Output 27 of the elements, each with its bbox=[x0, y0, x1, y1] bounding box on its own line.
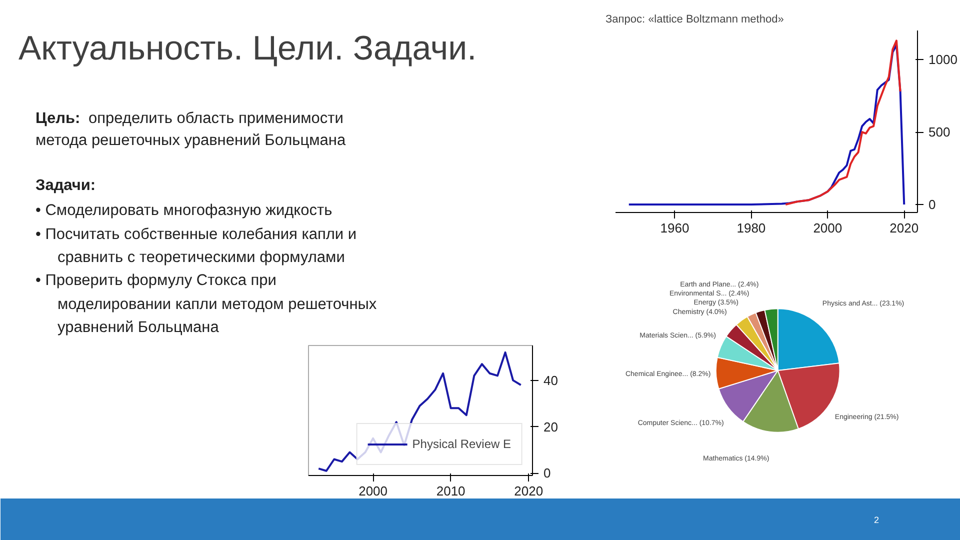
y-tick-label: 1000 bbox=[928, 52, 958, 68]
x-tick-label: 2000 bbox=[813, 220, 842, 236]
text: определить область применимости bbox=[88, 110, 344, 127]
y-tick-label: 0 bbox=[544, 466, 551, 481]
text: сравнить с теоретическими формулами bbox=[58, 249, 345, 266]
y-tick-label: 0 bbox=[928, 197, 936, 212]
text: • Смоделировать многофазную жидкость bbox=[36, 202, 332, 219]
text: • Проверить формулу Стокса при bbox=[36, 272, 276, 289]
text: Цель: bbox=[36, 110, 80, 127]
y-tick-label: 40 bbox=[544, 372, 558, 388]
y-tick-label: 500 bbox=[928, 124, 950, 140]
text: • Посчитать собственные колебания капли и bbox=[36, 226, 357, 243]
text: уравнений Больцмана bbox=[58, 319, 220, 336]
text: 2 bbox=[874, 515, 880, 525]
legend-label: Physical Review E bbox=[412, 437, 511, 451]
text: Актуальность. Цели. Задачи. bbox=[18, 30, 477, 68]
x-tick-label: 1960 bbox=[660, 220, 690, 236]
chart-title: Запрос: «lattice Boltzmann method» bbox=[606, 14, 784, 26]
x-tick-label: 1980 bbox=[736, 220, 766, 236]
text: моделировании капли методом решеточных bbox=[58, 296, 377, 313]
x-tick-label: 2020 bbox=[890, 220, 919, 236]
text: Задачи: bbox=[36, 177, 96, 194]
x-tick-label: 2010 bbox=[436, 484, 466, 498]
x-tick-label: 2000 bbox=[358, 484, 388, 498]
y-tick-label: 20 bbox=[544, 419, 558, 434]
x-tick-label: 2020 bbox=[514, 484, 544, 498]
text: метода решеточных уравнений Больцмана bbox=[36, 132, 346, 149]
